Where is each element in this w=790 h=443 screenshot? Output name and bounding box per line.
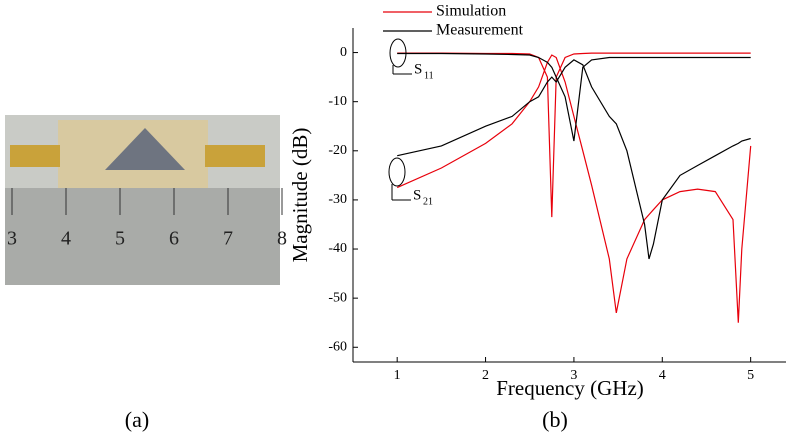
annotation-sub: 21	[423, 196, 433, 207]
ruler-label: 8	[277, 228, 287, 250]
ruler-label: 4	[61, 228, 71, 250]
ruler-label: 6	[169, 228, 179, 250]
curve	[397, 59, 751, 260]
y-tick-label: -30	[328, 192, 347, 207]
y-tick-label: 0	[340, 45, 347, 60]
annotation: S	[413, 187, 421, 203]
connector	[205, 145, 265, 167]
legend-label: Simulation	[436, 3, 506, 20]
ruler	[5, 188, 280, 285]
connector	[10, 145, 60, 167]
annotation-sub: 11	[424, 70, 434, 81]
ruler-label: 7	[223, 228, 233, 250]
ruler-label: 3	[7, 228, 17, 250]
x-tick-label: 2	[482, 368, 489, 383]
caption: (a)	[125, 407, 149, 432]
ruler-label: 5	[115, 228, 125, 250]
y-tick-label: -10	[328, 94, 347, 109]
caption: (b)	[542, 407, 568, 432]
y-axis-label: Magnitude (dB)	[288, 128, 312, 263]
curve	[396, 54, 752, 323]
curve	[397, 52, 751, 218]
legend-label: Measurement	[436, 22, 524, 39]
x-tick-label: 5	[747, 368, 754, 383]
y-tick-label: -60	[328, 339, 347, 354]
x-tick-label: 1	[394, 368, 401, 383]
photo: 3 4 5 6 7 8	[5, 115, 287, 285]
curve	[397, 52, 751, 142]
x-tick-label: 4	[659, 368, 666, 383]
y-tick-label: -50	[328, 290, 347, 305]
x-tick-label: 3	[570, 368, 577, 383]
y-tick-label: -40	[328, 241, 347, 256]
y-tick-label: -20	[328, 143, 347, 158]
annotation-ellipse	[389, 38, 407, 68]
annotation: S	[414, 61, 422, 77]
annotation-ellipse	[388, 157, 406, 187]
pattern	[105, 128, 185, 170]
x-axis-label: Frequency (GHz)	[496, 376, 644, 400]
